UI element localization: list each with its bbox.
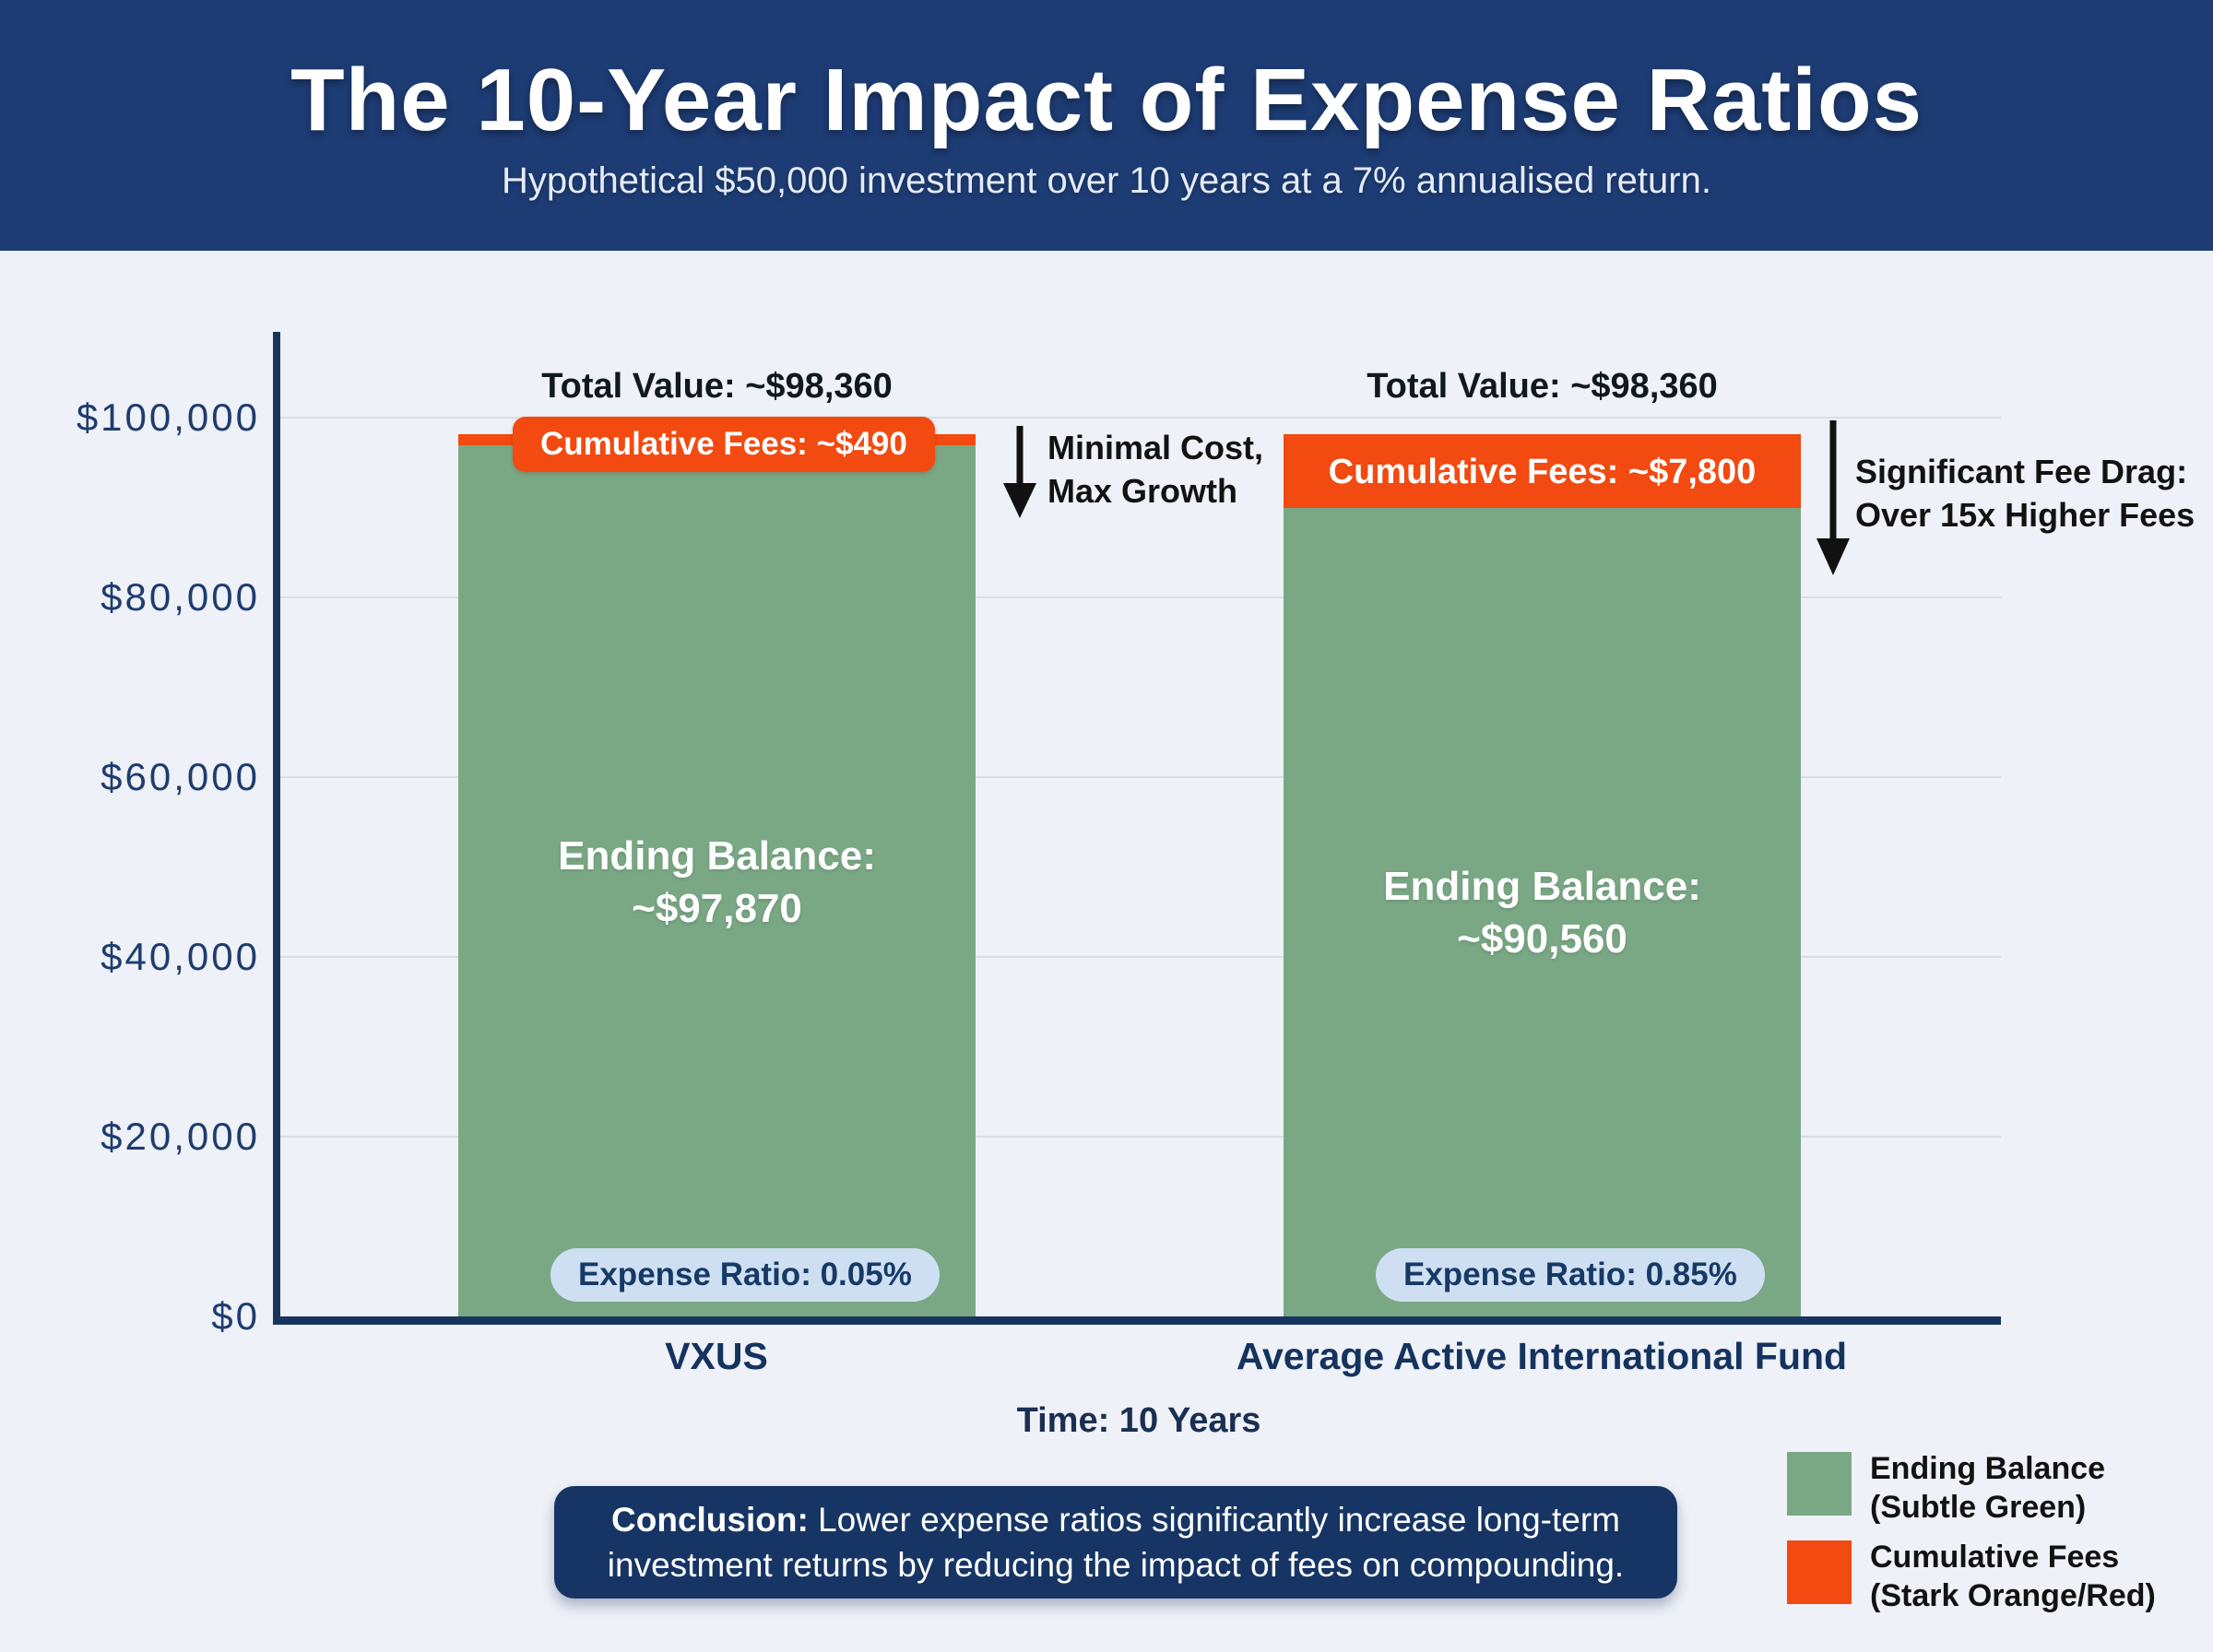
- vxus-ending-balance-label: Ending Balance: ~$97,870: [458, 830, 976, 935]
- y-tick-40000: $40,000: [101, 935, 260, 978]
- legend-label-ending-balance: Ending Balance (Subtle Green): [1870, 1449, 2105, 1527]
- header-banner: The 10-Year Impact of Expense Ratios Hyp…: [0, 0, 2213, 251]
- vxus-balance-segment: [458, 445, 976, 1316]
- conclusion-text2: investment returns by reducing the impac…: [607, 1546, 1625, 1584]
- y-tick-100000: $100,000: [76, 395, 260, 439]
- conclusion-box: Conclusion: Lower expense ratios signifi…: [554, 1486, 1677, 1599]
- active-fund-ending-balance-label: Ending Balance: ~$90,560: [1284, 860, 1801, 965]
- x-axis-line: [273, 1316, 2001, 1325]
- vxus-annotation: Minimal Cost, Max Growth: [1047, 426, 1263, 513]
- y-tick-0: $0: [211, 1294, 260, 1338]
- gridline-40k: [280, 956, 2001, 958]
- conclusion-line1: Conclusion: Lower expense ratios signifi…: [611, 1497, 1620, 1542]
- vxus-fees-badge: Cumulative Fees: ~$490: [513, 417, 935, 472]
- gridline-100k: [280, 417, 2001, 419]
- legend-cumulative-fees-line2: (Stark Orange/Red): [1870, 1578, 2156, 1613]
- time-axis-label: Time: 10 Years: [1016, 1401, 1261, 1440]
- legend-swatch-cumulative-fees: [1787, 1540, 1852, 1604]
- y-tick-60000: $60,000: [101, 755, 260, 798]
- vxus-total-value-label: Total Value: ~$98,360: [541, 367, 893, 406]
- vxus-annotation-line2: Max Growth: [1047, 472, 1238, 510]
- vxus-annotation-line1: Minimal Cost,: [1047, 429, 1264, 466]
- active-fund-expense-ratio-badge: Expense Ratio: 0.85%: [1376, 1248, 1765, 1302]
- legend-ending-balance-line1: Ending Balance: [1870, 1451, 2106, 1486]
- active-fund-fees-label: Cumulative Fees: ~$7,800: [1328, 453, 1757, 491]
- active-fund-annotation-line1: Significant Fee Drag:: [1855, 453, 2188, 490]
- down-arrow-icon: [1003, 426, 1036, 518]
- active-fund-ending-balance-line2: ~$90,560: [1457, 916, 1627, 962]
- legend-swatch-ending-balance: [1787, 1452, 1852, 1516]
- vxus-ending-balance-line2: ~$97,870: [632, 886, 802, 931]
- vxus-category-label: VXUS: [665, 1335, 768, 1377]
- down-arrow-icon: [1817, 420, 1850, 575]
- active-fund-ending-balance-line1: Ending Balance:: [1383, 864, 1701, 909]
- y-tick-80000: $80,000: [101, 575, 260, 619]
- active-fund-annotation: Significant Fee Drag: Over 15x Higher Fe…: [1855, 450, 2195, 537]
- y-axis-line: [273, 332, 280, 1325]
- chart-subtitle: Hypothetical $50,000 investment over 10 …: [502, 159, 1711, 201]
- gridline-20k: [280, 1136, 2001, 1138]
- active-fund-total-value-label: Total Value: ~$98,360: [1367, 367, 1718, 406]
- conclusion-text1: Lower expense ratios significantly incre…: [808, 1501, 1620, 1539]
- active-fund-balance-segment: [1284, 508, 1801, 1316]
- active-fund-fees-segment: [1284, 434, 1801, 508]
- chart-title: The 10-Year Impact of Expense Ratios: [290, 50, 1923, 149]
- gridline-60k: [280, 776, 2001, 778]
- active-fund-category-label: Average Active International Fund: [1236, 1335, 1848, 1377]
- legend-cumulative-fees-line1: Cumulative Fees: [1870, 1540, 2120, 1575]
- legend-label-cumulative-fees: Cumulative Fees (Stark Orange/Red): [1870, 1538, 2156, 1615]
- active-fund-annotation-line2: Over 15x Higher Fees: [1855, 496, 2195, 534]
- legend-ending-balance-line2: (Subtle Green): [1870, 1490, 2087, 1525]
- conclusion-label: Conclusion:: [611, 1501, 809, 1539]
- vxus-ending-balance-line1: Ending Balance:: [558, 833, 876, 879]
- gridline-80k: [280, 596, 2001, 598]
- y-tick-20000: $20,000: [101, 1115, 260, 1158]
- vxus-expense-ratio-badge: Expense Ratio: 0.05%: [550, 1248, 940, 1302]
